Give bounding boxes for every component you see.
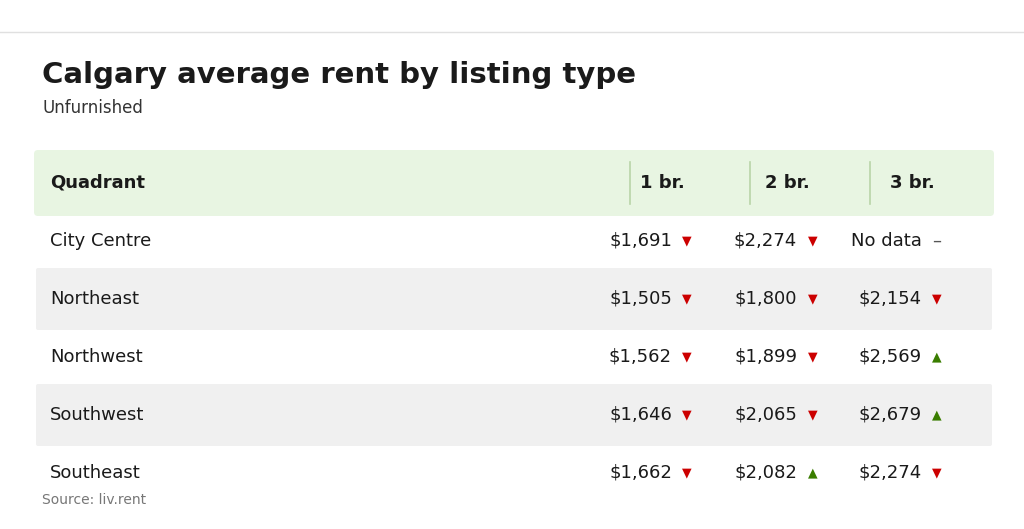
Text: $2,154: $2,154 (859, 290, 922, 308)
Text: $2,274: $2,274 (734, 232, 797, 250)
Text: ▼: ▼ (932, 293, 942, 306)
Text: ▼: ▼ (808, 293, 817, 306)
Text: ▼: ▼ (808, 351, 817, 363)
Text: $1,562: $1,562 (609, 348, 672, 366)
Text: ▲: ▲ (932, 351, 942, 363)
Text: Source: liv.rent: Source: liv.rent (42, 493, 146, 507)
FancyBboxPatch shape (36, 384, 992, 446)
Text: ▼: ▼ (808, 234, 817, 248)
Text: Calgary average rent by listing type: Calgary average rent by listing type (42, 61, 636, 89)
Text: ▼: ▼ (682, 293, 691, 306)
Text: 1 br.: 1 br. (640, 174, 684, 192)
Text: City Centre: City Centre (50, 232, 152, 250)
Text: $2,569: $2,569 (859, 348, 922, 366)
FancyBboxPatch shape (36, 268, 992, 330)
Text: Northwest: Northwest (50, 348, 142, 366)
Text: $1,800: $1,800 (734, 290, 797, 308)
Text: $2,082: $2,082 (734, 464, 797, 482)
Text: Southwest: Southwest (50, 406, 144, 424)
Text: $1,691: $1,691 (609, 232, 672, 250)
Text: ▲: ▲ (808, 467, 817, 479)
Text: $1,646: $1,646 (609, 406, 672, 424)
Text: 2 br.: 2 br. (765, 174, 809, 192)
FancyBboxPatch shape (34, 150, 994, 216)
Text: $2,065: $2,065 (734, 406, 797, 424)
Text: $2,274: $2,274 (859, 464, 922, 482)
Text: ▼: ▼ (682, 234, 691, 248)
Text: $1,505: $1,505 (609, 290, 672, 308)
Text: ▼: ▼ (932, 467, 942, 479)
Text: Northeast: Northeast (50, 290, 139, 308)
Text: $2,679: $2,679 (859, 406, 922, 424)
Text: 3 br.: 3 br. (890, 174, 934, 192)
Text: –: – (932, 232, 941, 250)
Text: ▼: ▼ (808, 408, 817, 422)
Text: ▼: ▼ (682, 351, 691, 363)
Text: $1,662: $1,662 (609, 464, 672, 482)
Text: $1,899: $1,899 (734, 348, 797, 366)
Text: Southeast: Southeast (50, 464, 140, 482)
Text: ▼: ▼ (682, 467, 691, 479)
Text: ▼: ▼ (682, 408, 691, 422)
Text: Quadrant: Quadrant (50, 174, 145, 192)
Text: Unfurnished: Unfurnished (42, 99, 143, 117)
Text: ▲: ▲ (932, 408, 942, 422)
Text: No data: No data (851, 232, 922, 250)
